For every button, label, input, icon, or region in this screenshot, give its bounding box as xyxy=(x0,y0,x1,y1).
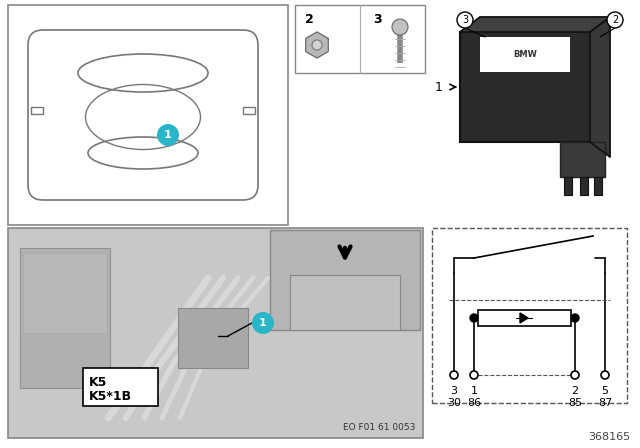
Bar xyxy=(478,310,571,326)
Text: 3: 3 xyxy=(451,386,458,396)
Text: 1: 1 xyxy=(164,130,172,140)
Circle shape xyxy=(571,314,579,322)
Polygon shape xyxy=(306,32,328,58)
Bar xyxy=(8,5,288,225)
Bar xyxy=(460,32,590,142)
Bar xyxy=(83,368,158,406)
Polygon shape xyxy=(520,313,528,323)
Text: 30: 30 xyxy=(447,398,461,408)
Circle shape xyxy=(470,314,478,322)
Circle shape xyxy=(571,371,579,379)
Circle shape xyxy=(607,12,623,28)
Text: 3: 3 xyxy=(462,15,468,25)
Text: K5*1B: K5*1B xyxy=(89,389,132,402)
Bar xyxy=(480,37,570,72)
Bar xyxy=(564,177,572,195)
Circle shape xyxy=(470,371,478,379)
Circle shape xyxy=(450,371,458,379)
Bar xyxy=(31,107,43,114)
Bar xyxy=(8,228,423,438)
Text: 368165: 368165 xyxy=(588,432,630,442)
Circle shape xyxy=(252,312,274,334)
Circle shape xyxy=(601,371,609,379)
Text: 2: 2 xyxy=(305,13,314,26)
Circle shape xyxy=(457,12,473,28)
Text: 1: 1 xyxy=(259,318,267,328)
Bar xyxy=(243,107,255,114)
Text: 2: 2 xyxy=(572,386,579,396)
Text: 1: 1 xyxy=(470,386,477,396)
Text: EO F01 61 0053: EO F01 61 0053 xyxy=(342,423,415,432)
Circle shape xyxy=(312,40,322,50)
Circle shape xyxy=(392,19,408,35)
Text: 2: 2 xyxy=(612,15,618,25)
Polygon shape xyxy=(590,17,610,157)
Bar xyxy=(20,248,110,388)
Polygon shape xyxy=(460,17,610,32)
Bar xyxy=(178,308,248,368)
Bar xyxy=(295,5,425,73)
Bar xyxy=(23,253,107,333)
Text: BMW: BMW xyxy=(513,49,537,59)
Bar xyxy=(432,228,627,403)
Text: 87: 87 xyxy=(598,398,612,408)
Text: 5: 5 xyxy=(602,386,609,396)
Text: 85: 85 xyxy=(568,398,582,408)
Bar xyxy=(594,177,602,195)
Bar xyxy=(580,177,588,195)
Bar xyxy=(270,230,420,330)
Circle shape xyxy=(157,124,179,146)
Text: K5: K5 xyxy=(89,375,108,388)
Text: 1: 1 xyxy=(435,81,443,94)
Bar xyxy=(290,275,400,330)
Bar xyxy=(560,142,605,177)
Text: 86: 86 xyxy=(467,398,481,408)
Text: 3: 3 xyxy=(374,13,382,26)
